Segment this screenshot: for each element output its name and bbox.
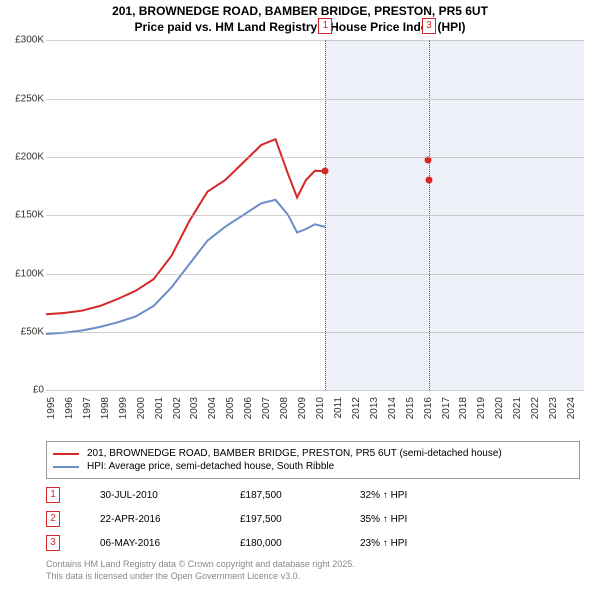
x-tick-label: 2024	[566, 397, 577, 419]
y-tick-label: £50K	[10, 326, 44, 337]
legend-label: HPI: Average price, semi-detached house,…	[87, 461, 334, 472]
footnote-line-2: This data is licensed under the Open Gov…	[46, 571, 300, 581]
sale-price: £187,500	[240, 490, 360, 501]
x-tick-label: 2003	[189, 397, 200, 419]
sale-date: 22-APR-2016	[100, 514, 240, 525]
y-tick-label: £200K	[10, 151, 44, 162]
gridline	[46, 157, 584, 158]
marker-dot	[322, 168, 329, 175]
sale-row: 1 30-JUL-2010£187,50032% ↑ HPI	[46, 483, 580, 507]
legend-row: HPI: Average price, semi-detached house,…	[53, 461, 573, 472]
sale-row: 3 06-MAY-2016£180,00023% ↑ HPI	[46, 531, 580, 555]
sale-number: 2	[46, 511, 60, 527]
x-tick-label: 1998	[100, 397, 111, 419]
sale-number: 3	[46, 535, 60, 551]
sale-row: 2 22-APR-2016£197,50035% ↑ HPI	[46, 507, 580, 531]
y-tick-label: £0	[10, 385, 44, 396]
sale-price: £180,000	[240, 538, 360, 549]
x-tick-label: 2001	[154, 397, 165, 419]
sale-date: 30-JUL-2010	[100, 490, 240, 501]
marker-label: 3	[422, 18, 436, 34]
x-tick-label: 2007	[261, 397, 272, 419]
chart-title: 201, BROWNEDGE ROAD, BAMBER BRIDGE, PRES…	[0, 4, 600, 35]
x-tick-label: 2016	[423, 397, 434, 419]
legend-swatch	[53, 466, 79, 468]
x-tick-label: 2023	[548, 397, 559, 419]
legend-row: 201, BROWNEDGE ROAD, BAMBER BRIDGE, PRES…	[53, 448, 573, 459]
y-tick-label: £100K	[10, 268, 44, 279]
x-tick-label: 2019	[476, 397, 487, 419]
x-tick-label: 1996	[64, 397, 75, 419]
gridline	[46, 40, 584, 41]
x-tick-label: 2017	[441, 397, 452, 419]
footnote: Contains HM Land Registry data © Crown c…	[46, 559, 580, 582]
sale-hpi: 35% ↑ HPI	[360, 514, 407, 525]
x-tick-label: 2005	[225, 397, 236, 419]
x-tick-label: 2010	[315, 397, 326, 419]
x-tick-label: 2002	[172, 397, 183, 419]
sale-number: 1	[46, 487, 60, 503]
x-tick-label: 2011	[333, 397, 344, 419]
x-tick-label: 2009	[297, 397, 308, 419]
y-tick-label: £150K	[10, 210, 44, 221]
x-tick-label: 1997	[82, 397, 93, 419]
legend-label: 201, BROWNEDGE ROAD, BAMBER BRIDGE, PRES…	[87, 448, 502, 459]
x-tick-label: 1995	[46, 397, 57, 419]
x-tick-label: 2013	[369, 397, 380, 419]
gridline	[46, 332, 584, 333]
x-tick-label: 1999	[118, 397, 129, 419]
sale-hpi: 32% ↑ HPI	[360, 490, 407, 501]
x-tick-label: 2021	[512, 397, 523, 419]
x-tick-label: 2022	[530, 397, 541, 419]
sales-table: 1 30-JUL-2010£187,50032% ↑ HPI 2 22-APR-201…	[46, 483, 580, 555]
legend: 201, BROWNEDGE ROAD, BAMBER BRIDGE, PRES…	[46, 441, 580, 479]
sale-date: 06-MAY-2016	[100, 538, 240, 549]
gridline	[46, 215, 584, 216]
x-tick-label: 2015	[405, 397, 416, 419]
footnote-line-1: Contains HM Land Registry data © Crown c…	[46, 559, 355, 569]
x-tick-label: 2014	[387, 397, 398, 419]
x-tick-label: 2012	[351, 397, 362, 419]
y-tick-label: £250K	[10, 93, 44, 104]
x-tick-label: 2004	[207, 397, 218, 419]
y-tick-label: £300K	[10, 35, 44, 46]
x-tick-label: 2008	[279, 397, 290, 419]
marker-dot	[425, 177, 432, 184]
gridline	[46, 274, 584, 275]
title-line-1: 201, BROWNEDGE ROAD, BAMBER BRIDGE, PRES…	[112, 4, 488, 18]
legend-swatch	[53, 453, 79, 455]
x-tick-label: 2020	[494, 397, 505, 419]
x-tick-label: 2006	[243, 397, 254, 419]
sale-hpi: 23% ↑ HPI	[360, 538, 407, 549]
sale-price: £197,500	[240, 514, 360, 525]
x-tick-label: 2018	[458, 397, 469, 419]
title-line-2: Price paid vs. HM Land Registry's House …	[135, 20, 466, 34]
marker-label: 1	[318, 18, 332, 34]
x-tick-label: 2000	[136, 397, 147, 419]
gridline	[46, 390, 584, 391]
chart-area: 13 £0£50K£100K£150K£200K£250K£300K 19951…	[10, 35, 590, 435]
gridline	[46, 99, 584, 100]
